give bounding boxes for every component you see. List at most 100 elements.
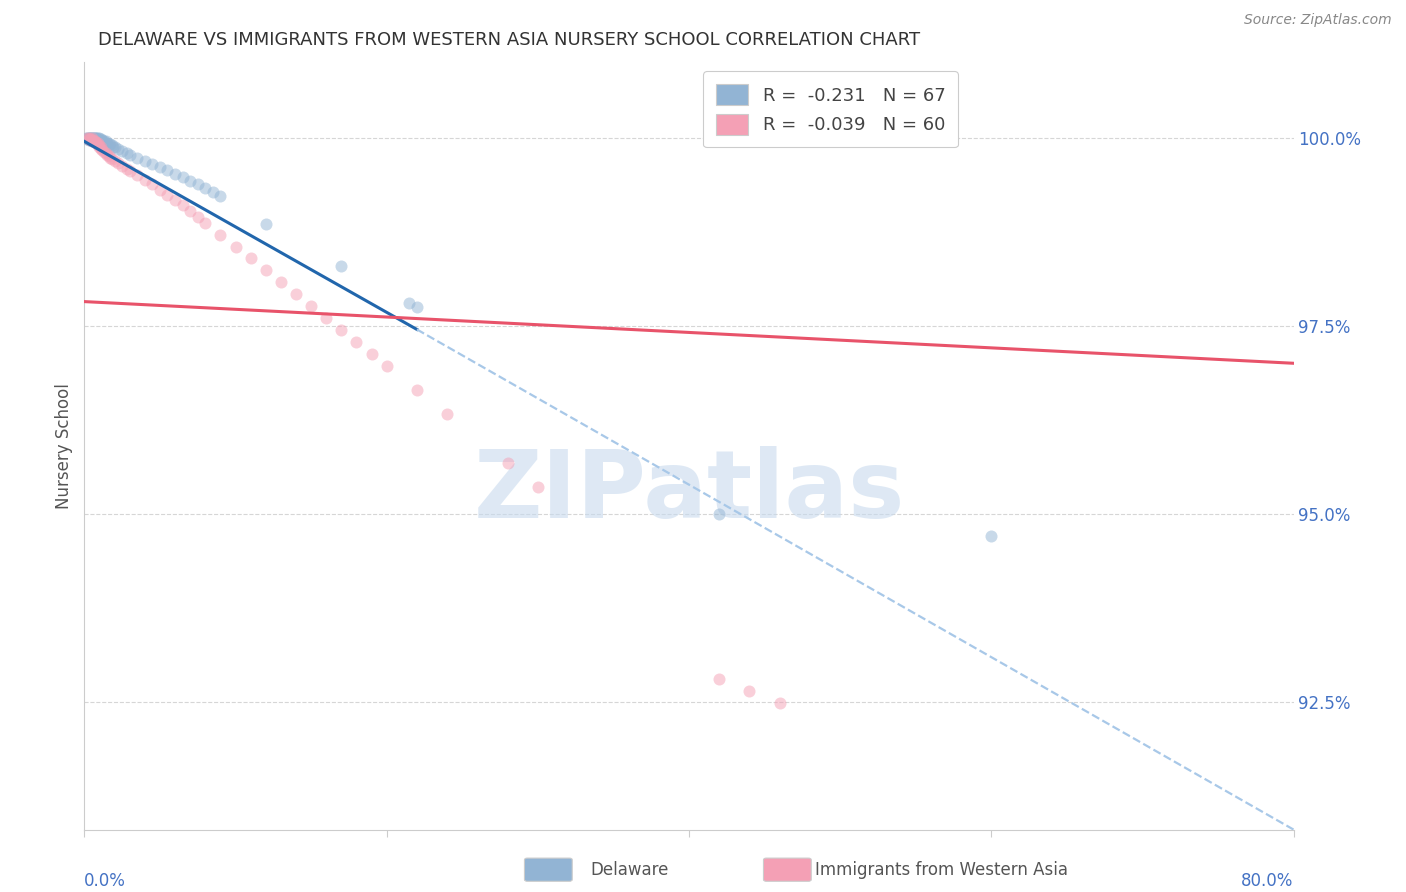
Point xyxy=(76,130,98,145)
Point xyxy=(98,137,121,152)
Point xyxy=(101,139,124,153)
Point xyxy=(527,480,550,494)
Point xyxy=(104,140,127,154)
Point xyxy=(285,287,308,301)
Point xyxy=(77,130,100,145)
Point xyxy=(134,173,156,187)
Point xyxy=(79,131,101,145)
Point xyxy=(82,133,104,147)
Point xyxy=(76,130,98,145)
Point xyxy=(86,133,108,147)
Point xyxy=(90,142,112,156)
Point xyxy=(194,181,217,195)
Point xyxy=(77,133,100,147)
Point xyxy=(89,135,111,149)
Point xyxy=(225,240,247,254)
Point xyxy=(346,335,368,350)
Point xyxy=(80,130,103,145)
Point xyxy=(77,131,100,145)
Point xyxy=(84,130,107,145)
Point xyxy=(82,133,104,147)
Point xyxy=(86,135,108,149)
Point xyxy=(980,529,1002,543)
Point xyxy=(90,134,112,148)
Text: 80.0%: 80.0% xyxy=(1241,871,1294,889)
Point xyxy=(77,130,100,145)
Point xyxy=(86,130,108,145)
Point xyxy=(79,132,101,146)
Point xyxy=(149,160,172,174)
Text: Delaware: Delaware xyxy=(591,861,669,879)
Point xyxy=(86,131,108,145)
Text: DELAWARE VS IMMIGRANTS FROM WESTERN ASIA NURSERY SCHOOL CORRELATION CHART: DELAWARE VS IMMIGRANTS FROM WESTERN ASIA… xyxy=(98,31,921,49)
Point xyxy=(94,135,117,149)
Point xyxy=(299,299,322,313)
Point xyxy=(97,136,120,151)
Text: 0.0%: 0.0% xyxy=(84,871,127,889)
Point xyxy=(398,296,420,310)
Point xyxy=(77,132,100,146)
Point xyxy=(111,144,134,158)
Point xyxy=(330,323,353,337)
Point xyxy=(86,135,108,149)
Point xyxy=(165,193,187,207)
Point xyxy=(90,132,112,146)
Point xyxy=(156,187,179,202)
Point xyxy=(100,152,122,166)
Point xyxy=(82,135,104,149)
Point xyxy=(82,135,104,149)
Point xyxy=(87,135,110,149)
Point xyxy=(80,130,103,145)
Point xyxy=(149,182,172,196)
Point xyxy=(187,178,209,192)
Point xyxy=(179,173,201,187)
Point xyxy=(91,144,114,158)
Point xyxy=(118,163,141,178)
Point xyxy=(254,263,277,277)
Point xyxy=(179,204,201,219)
Point xyxy=(115,162,138,177)
Point xyxy=(87,133,110,147)
Point xyxy=(172,169,194,184)
Point xyxy=(84,131,107,145)
Point xyxy=(80,133,103,147)
Text: Immigrants from Western Asia: Immigrants from Western Asia xyxy=(815,861,1069,879)
Point xyxy=(84,135,107,149)
Point xyxy=(90,140,112,154)
Point xyxy=(86,136,108,150)
Point xyxy=(709,507,731,521)
Point xyxy=(79,130,101,145)
Point xyxy=(100,138,122,153)
Point xyxy=(315,311,337,326)
Point xyxy=(79,133,101,147)
Point xyxy=(82,130,104,145)
Point xyxy=(709,672,731,686)
Point xyxy=(738,684,761,698)
Point xyxy=(187,210,209,224)
Point xyxy=(79,133,101,147)
Point xyxy=(406,300,429,314)
Point xyxy=(94,146,117,161)
Point xyxy=(84,132,107,146)
Point xyxy=(360,347,382,361)
Point xyxy=(254,217,277,231)
Y-axis label: Nursery School: Nursery School xyxy=(55,383,73,509)
Point xyxy=(406,384,429,398)
Point xyxy=(127,168,149,182)
Point xyxy=(93,134,115,148)
Point xyxy=(194,216,217,230)
Point xyxy=(239,251,262,265)
Point xyxy=(107,142,129,156)
Point xyxy=(91,133,114,147)
Point xyxy=(156,163,179,178)
Point xyxy=(84,134,107,148)
Point xyxy=(115,146,138,161)
Point xyxy=(80,132,103,146)
Point xyxy=(84,135,107,149)
Point xyxy=(172,198,194,212)
Point xyxy=(165,167,187,181)
Point xyxy=(98,151,121,165)
Point xyxy=(89,131,111,145)
Point xyxy=(104,153,127,168)
Point xyxy=(89,133,111,147)
